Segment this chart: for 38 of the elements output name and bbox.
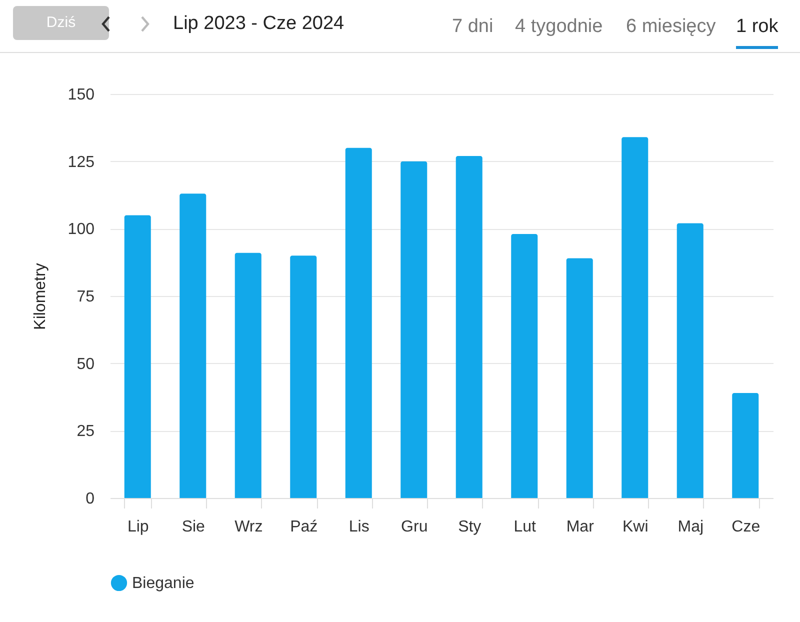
bar [511,234,538,498]
x-tick-label: Wrz [234,518,263,536]
x-tick-label: Lut [514,518,537,536]
x-tick-label: Cze [732,518,760,536]
x-tick-label: Lip [127,518,149,536]
bar [290,256,317,498]
x-tick-label: Gru [401,518,428,536]
x-tick-label: Sie [182,518,206,536]
text: 7 dni [452,16,494,38]
bar [732,392,759,498]
x-tick-label: Mar [566,518,595,536]
bar [345,148,372,498]
legend-label: Bieganie [132,575,194,592]
x-tick-label: Paź [290,518,318,536]
bar [124,215,151,498]
y-tick-label: 75 [76,288,95,306]
bar [676,223,704,498]
x-tick-label: Maj [678,518,704,536]
bar [622,137,648,498]
y-tick-label: 0 [86,490,95,508]
x-tick-label: Sty [458,518,482,536]
bar [234,252,262,498]
y-tick-label: 150 [68,86,95,104]
y-axis-title: Kilometry [32,263,49,330]
y-tick-label: 125 [68,154,95,171]
text: 6 miesięcy [626,16,716,38]
bar [180,194,206,498]
y-tick-label: 50 [76,356,95,373]
text: 4 tygodnie [515,16,603,38]
y-tick-label: 25 [76,423,95,440]
bar [400,161,428,498]
x-tick-label: Kwi [622,518,648,536]
x-tick-label: Lis [348,518,370,536]
text: 1 rok [736,16,778,49]
bar [566,258,593,498]
y-tick-label: 100 [68,221,95,238]
bar [456,156,482,498]
chart-title: Lip 2023 - Cze 2024 [173,13,344,35]
